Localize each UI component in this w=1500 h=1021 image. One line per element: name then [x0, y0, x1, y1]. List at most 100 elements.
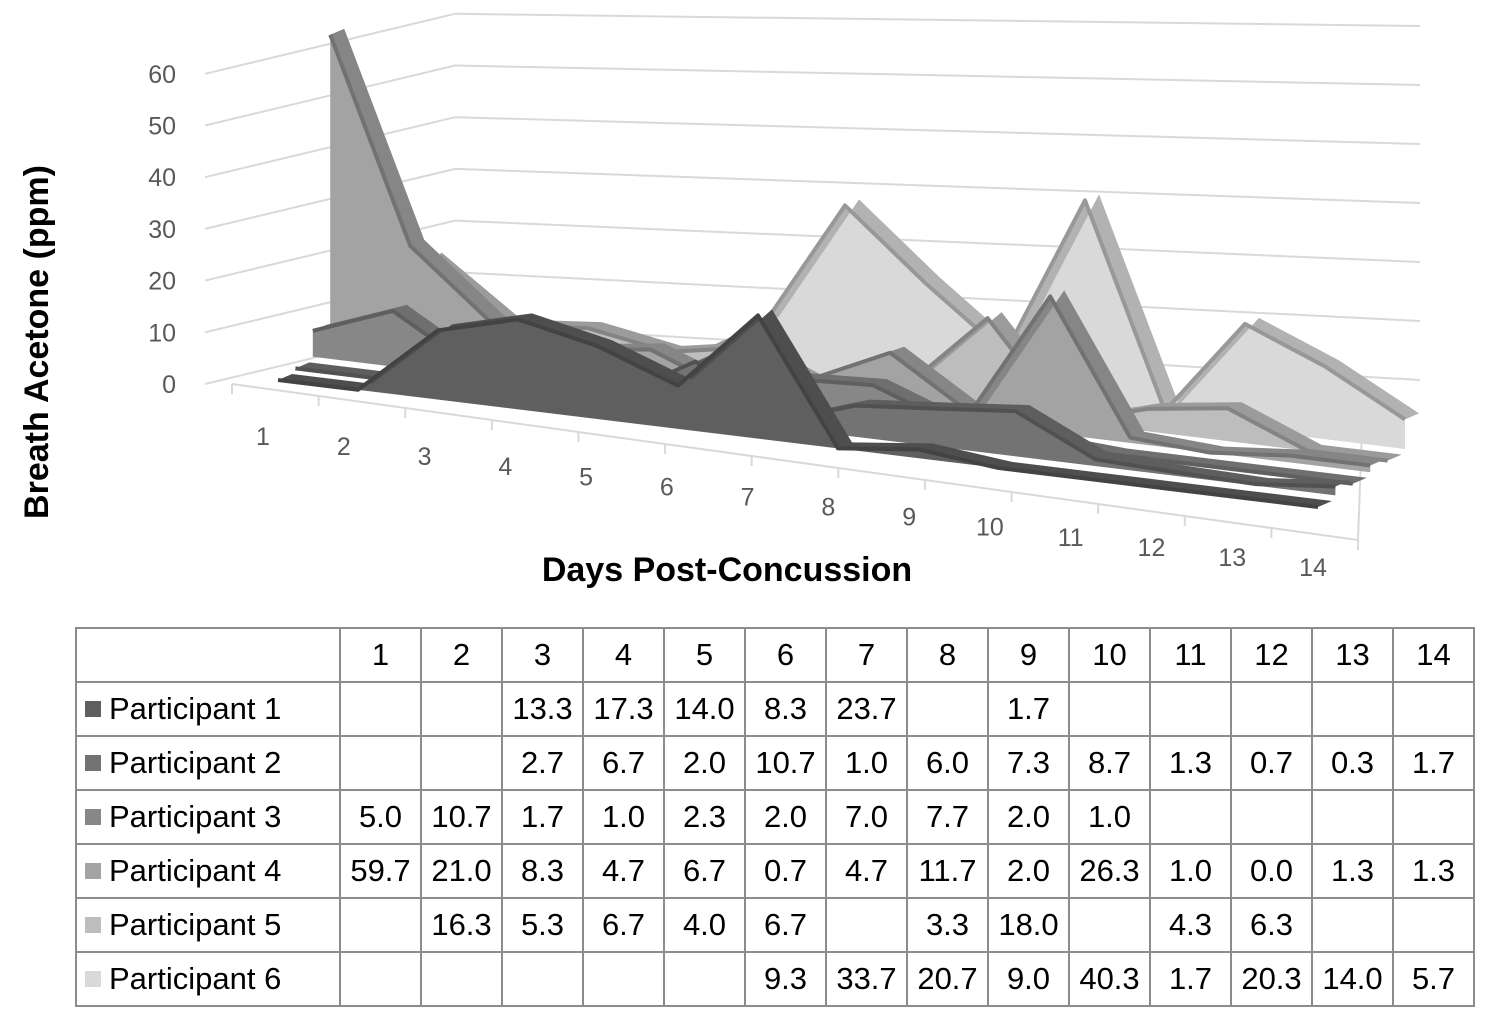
table-cell: 1.7: [1392, 735, 1475, 791]
table-cell: 11.7: [906, 843, 989, 899]
table-cell: 9.3: [744, 951, 827, 1007]
table-cell: 6.7: [582, 735, 665, 791]
table-cell: 6.0: [906, 735, 989, 791]
floor-edge: [1357, 429, 1363, 541]
table-cell: [1149, 681, 1232, 737]
table-cell: 20.7: [906, 951, 989, 1007]
legend-swatch: [85, 917, 101, 933]
table-cell: 1.3: [1149, 735, 1232, 791]
table-day-header: 6: [744, 627, 827, 683]
table-cell: 0.7: [744, 843, 827, 899]
table-cell: [1068, 897, 1151, 953]
legend-label: Participant 4: [109, 853, 282, 888]
legend-swatch: [85, 701, 101, 717]
table-cell: 1.0: [582, 789, 665, 845]
table-cell: 1.0: [825, 735, 908, 791]
x-tick-label: 5: [579, 463, 593, 491]
x-tick-label: 2: [337, 433, 351, 461]
table-cell: [339, 951, 422, 1007]
table-day-header: 7: [825, 627, 908, 683]
table-cell: 13.3: [501, 681, 584, 737]
table-day-header: 14: [1392, 627, 1475, 683]
table-cell: 2.0: [744, 789, 827, 845]
table-cell: 2.0: [987, 789, 1070, 845]
table-cell: 3.3: [906, 897, 989, 953]
table-cell: [1392, 681, 1475, 737]
table-cell: 0.7: [1230, 735, 1313, 791]
table-cell: 7.3: [987, 735, 1070, 791]
x-axis-ticks: 1 2 3 4 5 6 7 8 9 10 11 12 13 14: [256, 423, 1327, 582]
table-cell: 33.7: [825, 951, 908, 1007]
series-area: [312, 310, 1353, 484]
table-row: Participant 2 2.7 6.7 2.0 10.7 1.0 6.0 7.3 8.7 1.…: [75, 735, 1475, 791]
table-row: Participant 3 5.0 10.7 1.7 1.0 2.3 2.0 7.0 7.7 2.…: [75, 789, 1475, 845]
legend-label: Participant 6: [109, 961, 282, 996]
y-tick-label: 30: [148, 216, 176, 244]
series-area: [365, 200, 1405, 449]
table-cell: [1392, 789, 1475, 845]
table-cell: [825, 897, 908, 953]
x-tick-label: 13: [1218, 544, 1246, 572]
x-tick-label: 10: [976, 514, 1004, 542]
table-cell: 26.3: [1068, 843, 1151, 899]
legend-label: Participant 2: [109, 745, 282, 780]
table-cell: 1.7: [501, 789, 584, 845]
table-day-header: 8: [906, 627, 989, 683]
data-table: 1 2 3 4 5 6 7 8 9 10 11 12 13 14 Participant 1 13.3 17.…: [75, 627, 1475, 1007]
series-area: [278, 315, 1318, 507]
table-cell: 2.7: [501, 735, 584, 791]
x-tick-label: 12: [1138, 534, 1166, 562]
table-cell: 0.0: [1230, 843, 1313, 899]
table-cell: 59.7: [339, 843, 422, 899]
table-cell: 10.7: [744, 735, 827, 791]
table-row: Participant 4 59.7 21.0 8.3 4.7 6.7 0.7 4.7 11.7…: [75, 843, 1475, 899]
table-cell: 4.7: [582, 843, 665, 899]
table-cell: [501, 951, 584, 1007]
table-cell: [582, 951, 665, 1007]
table-cell: 2.0: [663, 735, 746, 791]
table-row: Participant 5 16.3 5.3 6.7 4.0 6.7 3.3 18.0 4.3 6…: [75, 897, 1475, 953]
series-ribbon-top: [312, 304, 1367, 484]
table-day-header: 11: [1149, 627, 1232, 683]
table-cell: [1230, 681, 1313, 737]
table-day-header: 10: [1068, 627, 1151, 683]
table-cell: 17.3: [582, 681, 665, 737]
table-cell: 6.7: [582, 897, 665, 953]
table-cell: 2.3: [663, 789, 746, 845]
table-cell: 0.3: [1311, 735, 1394, 791]
table-cell: 1.3: [1392, 843, 1475, 899]
table-cell: 1.3: [1311, 843, 1394, 899]
table-cell: 8.3: [744, 681, 827, 737]
y-tick-label: 0: [162, 371, 176, 399]
table-cell: [1392, 897, 1475, 953]
series-ribbon-top: [365, 194, 1419, 420]
table-cell: 14.0: [1311, 951, 1394, 1007]
table-cell: 1.0: [1149, 843, 1232, 899]
table-cell: 4.3: [1149, 897, 1232, 953]
table-day-header: 4: [582, 627, 665, 683]
legend-swatch: [85, 863, 101, 879]
gridlines: [204, 12, 1421, 550]
x-tick-label: 11: [1058, 524, 1084, 552]
table-cell: [339, 897, 422, 953]
table-cell: [1230, 789, 1313, 845]
table-cell: 5.0: [339, 789, 422, 845]
table-cell: 5.7: [1392, 951, 1475, 1007]
x-tick-label: 6: [660, 473, 674, 501]
table-cell: [1311, 681, 1394, 737]
table-cell: 23.7: [825, 681, 908, 737]
table-cell: [420, 681, 503, 737]
table-cell: 1.7: [1149, 951, 1232, 1007]
table-corner: [75, 627, 341, 683]
x-axis-title: Days Post-Concussion: [542, 551, 912, 589]
legend-entry: Participant 6: [75, 951, 341, 1007]
gridline: [204, 116, 456, 179]
x-tick-label: 4: [498, 453, 512, 481]
table-cell: [663, 951, 746, 1007]
legend-entry: Participant 4: [75, 843, 341, 899]
table-cell: [1068, 681, 1151, 737]
table-day-header: 2: [420, 627, 503, 683]
x-tick-label: 9: [902, 504, 916, 532]
table-row: Participant 6 9.3 33.7 20.7 9.0 40.3 1.7 20.3 14…: [75, 951, 1475, 1007]
